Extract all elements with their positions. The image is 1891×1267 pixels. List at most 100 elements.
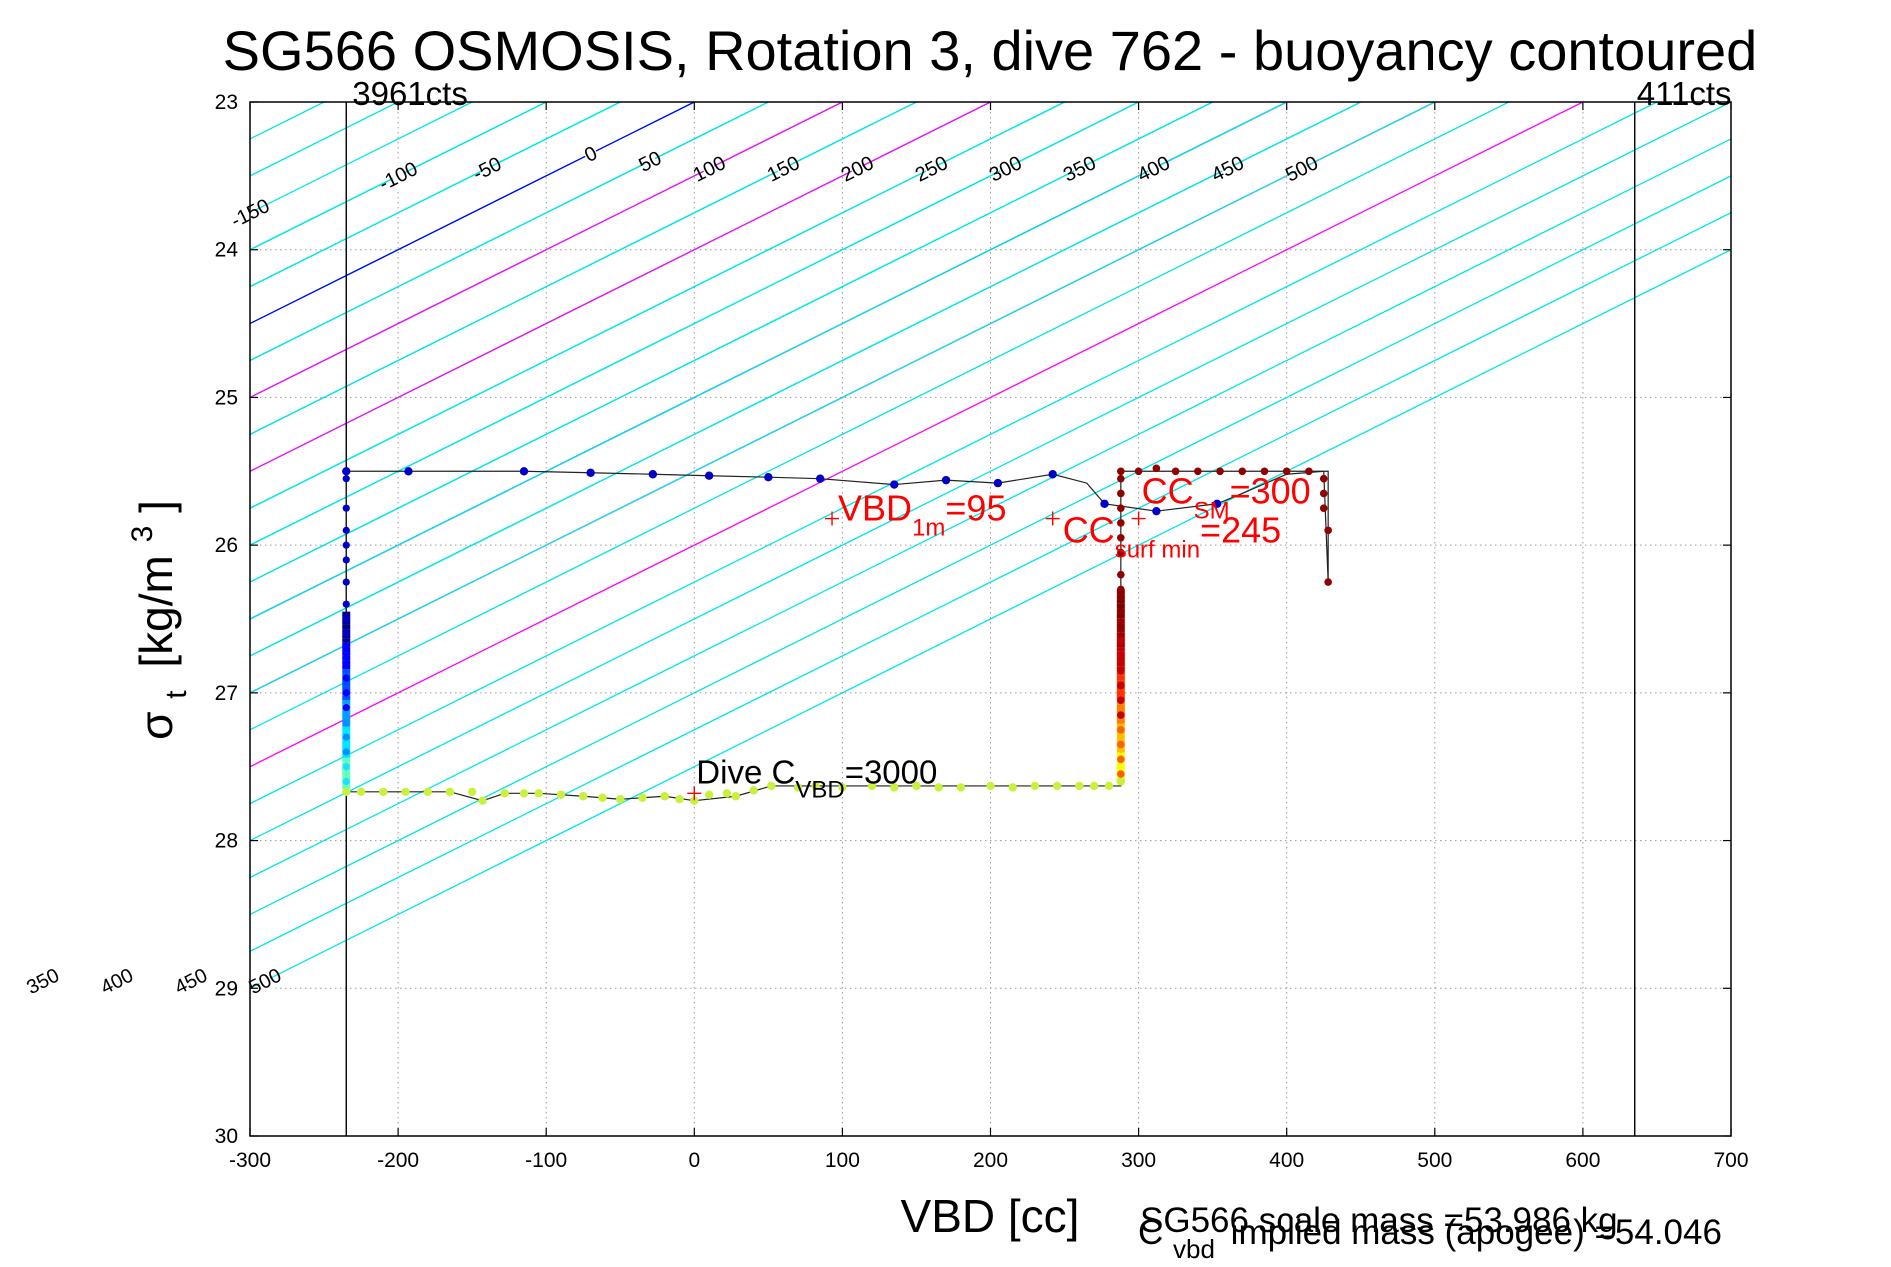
descent-column-point [342, 659, 350, 667]
descent-column-point [342, 615, 350, 623]
descent-point [1100, 499, 1109, 508]
apogee-point [467, 787, 477, 797]
descent-column-point [342, 600, 350, 608]
cc-sm-annotation-sub: SM [1194, 498, 1230, 525]
descent-column-point [342, 644, 350, 653]
ascent-point [1319, 489, 1328, 498]
contour-line [250, 102, 917, 436]
y-axis-symbol: σ [130, 712, 182, 740]
contour-label-bg [579, 139, 602, 169]
contour-line [250, 102, 991, 473]
x-tick-label: 400 [1269, 1149, 1304, 1172]
ascent-point [1117, 467, 1125, 476]
descent-point [648, 470, 658, 479]
ascent-point [1117, 652, 1125, 660]
contour-line [250, 102, 621, 288]
apogee-point [793, 783, 803, 792]
contour-label-bg [386, 161, 410, 191]
apogee-point [616, 795, 625, 804]
buoyancy-contours [250, 102, 1731, 990]
x-tick-label: 100 [825, 1149, 860, 1172]
apogee-point [675, 795, 684, 804]
c-vbd-subscript: vbd [1173, 1234, 1215, 1262]
contour-label-bg [1290, 154, 1313, 183]
ascent-point [1194, 467, 1202, 476]
dive-c-annotation: Dive CVBD=3000 [696, 753, 937, 803]
apogee-point [704, 790, 714, 799]
descent-column-point [342, 578, 350, 586]
ascent-point [1117, 548, 1125, 557]
apogee-point [690, 796, 699, 805]
descent-column-point [342, 674, 350, 682]
ascent-point [1117, 725, 1125, 734]
svg-text:σ t [kg/m: σ t [kg/m 3 ] [110, 500, 196, 740]
apogee-point [767, 781, 776, 791]
apogee-point [731, 792, 740, 801]
descent-point [941, 475, 951, 485]
implied-mass-label: implied mass (apogee) =54.046 [1231, 1213, 1722, 1252]
apogee-point [1089, 781, 1099, 791]
vbd-1m-marker [825, 511, 840, 526]
x-tick-label: -300 [229, 1149, 271, 1172]
y-axis-units-sup: 3 [126, 526, 159, 543]
ascent-point [1282, 467, 1291, 476]
contour-line [250, 102, 1584, 768]
contour-label-bg [105, 966, 128, 996]
vbd-1m-annotation-sub: 1m [912, 515, 945, 542]
ascent-point [1319, 474, 1328, 483]
contour-label-bg [253, 966, 276, 996]
ascent-point [1117, 696, 1125, 705]
descent-column-point [342, 630, 350, 638]
vbd-limit-label: 3961cts [352, 75, 468, 112]
descent-point [704, 471, 714, 480]
y-axis-title: σ t [kg/m 3 ] [110, 500, 196, 740]
contour-label: 350 [1060, 152, 1100, 187]
contour-label: 500 [1282, 152, 1322, 187]
ascent-point [1117, 474, 1125, 483]
x-tick-label: 500 [1417, 1149, 1452, 1172]
implied-mass-text: C vbd implied mass (apogee) =54.046 [1138, 1213, 1722, 1262]
apogee-point [579, 792, 588, 801]
cc-surf-annotation-sub: surf min [1115, 537, 1200, 564]
ascent-point [1324, 578, 1332, 586]
apogee-point [934, 783, 943, 792]
x-tick-label: -200 [377, 1149, 419, 1172]
descent-point [815, 474, 825, 483]
apogee-point [1008, 783, 1017, 792]
contour-label-bg [1142, 154, 1165, 183]
contour-label-bg [846, 154, 869, 183]
cc-sm-marker [1131, 511, 1146, 526]
c-vbd-main: C [1138, 1213, 1163, 1252]
apogee-point [956, 783, 966, 792]
contour-label-bg [1068, 154, 1091, 183]
contour-label: 150 [764, 152, 804, 187]
descent-column-point [342, 763, 350, 771]
cc-surf-annotation-value: =245 [1200, 510, 1281, 551]
contour-line [250, 248, 1731, 990]
apogee-point [838, 783, 847, 792]
x-tick-label: 200 [973, 1149, 1008, 1172]
contour-line [250, 102, 1510, 731]
ascent-point [1238, 467, 1247, 476]
contour-line [250, 102, 1436, 694]
contour-label-bg [920, 154, 943, 183]
x-tick-label: 300 [1121, 1149, 1156, 1172]
contour-line [250, 175, 1731, 916]
y-axis-subscript: t [160, 690, 193, 699]
y-tick-label: 23 [215, 91, 238, 114]
apogee-point [556, 790, 566, 799]
descent-point [342, 467, 351, 476]
contour-line [250, 102, 1362, 657]
contour-line [250, 102, 1213, 583]
descent-point [1212, 499, 1222, 508]
descent-column-point [342, 748, 350, 756]
contour-label-bg [638, 146, 662, 176]
contour-line [250, 102, 1287, 620]
descent-column-point [342, 541, 350, 549]
descent-point [519, 467, 529, 476]
apogee-point [811, 781, 820, 791]
vbd-limit-lines: 3961cts 411cts [345, 75, 1732, 1136]
apogee-point [445, 787, 455, 797]
ascent-point [1324, 526, 1332, 535]
apogee-point [534, 789, 543, 798]
